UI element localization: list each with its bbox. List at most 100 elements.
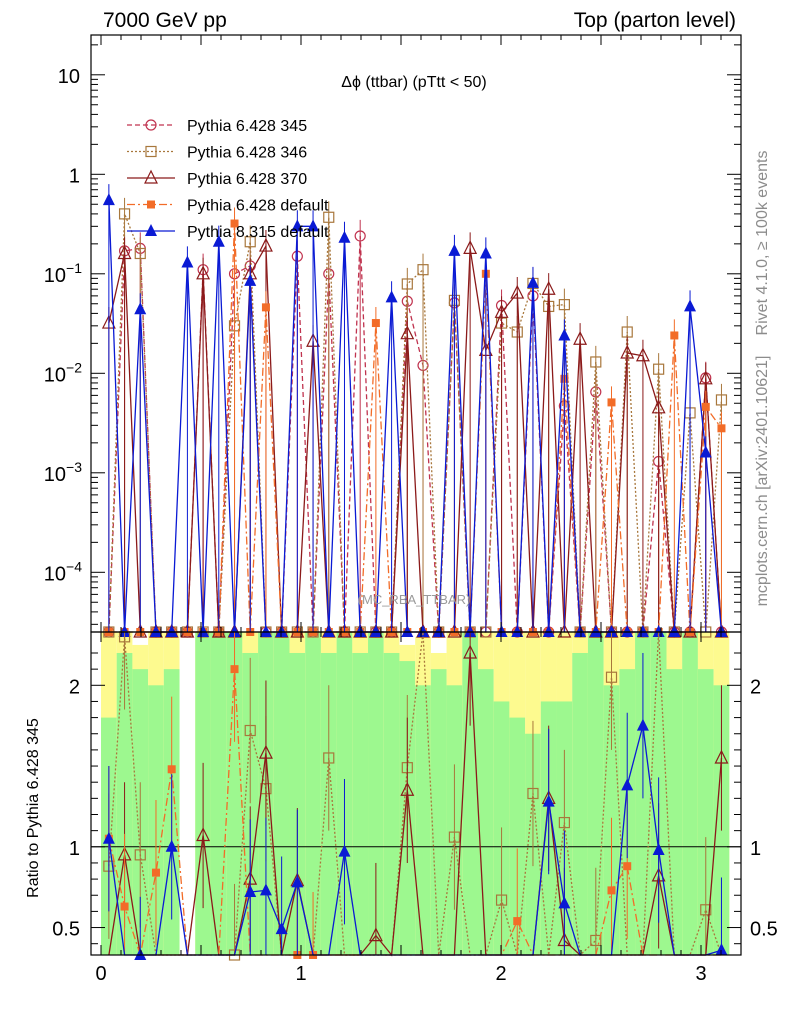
data-point <box>668 625 681 637</box>
ratio-y-tick-label: 2 <box>69 676 80 698</box>
data-point <box>369 625 382 637</box>
ratio-point <box>605 671 618 683</box>
data-point <box>196 265 211 280</box>
ratio-point <box>368 927 383 942</box>
mcplots-label: mcplots.cern.ch [arXiv:2401.10621] <box>754 356 771 607</box>
ratio-point <box>513 917 522 926</box>
data-point <box>149 625 162 637</box>
data-point <box>715 394 728 406</box>
data-point <box>400 325 415 340</box>
data-point <box>118 208 131 220</box>
data-point <box>574 625 587 637</box>
ratio-point <box>463 644 478 659</box>
ratio-y-tick-label-right: 1 <box>750 838 761 860</box>
data-point <box>230 219 239 228</box>
data-point <box>401 625 414 637</box>
ratio-band-green <box>415 685 431 955</box>
data-point <box>652 625 665 637</box>
ratio-band-green <box>666 669 683 955</box>
ratio-band-green <box>430 669 447 955</box>
analysis-watermark: (MC_RBA_TTBAR) <box>358 592 471 607</box>
y-tick-label: 10−1 <box>44 260 82 287</box>
ratio-point <box>623 862 632 871</box>
x-tick-label: 3 <box>695 963 706 985</box>
ratio-uncertainty-bands <box>91 632 741 955</box>
data-point <box>448 243 461 256</box>
data-point <box>510 284 525 299</box>
ratio-point <box>652 843 665 856</box>
y-tick-label: 10−3 <box>44 459 82 486</box>
ratio-point <box>244 885 257 898</box>
ratio-point <box>291 875 304 888</box>
y-tick-label: 10−4 <box>44 558 82 585</box>
ratio-band-green <box>462 632 478 955</box>
data-point <box>651 399 666 414</box>
ratio-point <box>714 749 729 764</box>
ratio-point <box>607 886 616 895</box>
x-tick-label: 1 <box>295 963 306 985</box>
data-point <box>589 625 602 637</box>
ratio-point <box>558 896 571 909</box>
data-point <box>463 240 478 255</box>
y-tick-label: 1 <box>69 165 80 187</box>
ratio-band-green <box>383 652 400 955</box>
ratio-point <box>700 904 712 916</box>
ratio-point <box>165 839 178 852</box>
ratio-point <box>258 744 273 759</box>
x-tick-label: 2 <box>495 963 506 985</box>
data-point <box>338 230 351 243</box>
legend-entry: Pythia 6.428 370 <box>127 169 307 188</box>
data-point <box>635 347 650 362</box>
data-point <box>432 625 445 637</box>
data-point <box>590 356 602 368</box>
data-point <box>495 625 508 637</box>
ratio-band-green <box>305 632 321 955</box>
ratio-point <box>196 827 211 842</box>
data-point <box>275 625 288 637</box>
ratio-band-green <box>572 652 588 955</box>
data-point <box>653 363 665 375</box>
y-tick-label: 10−2 <box>44 359 82 386</box>
ratio-point <box>527 787 539 800</box>
main-series-layer <box>101 184 729 638</box>
legend-label: Pythia 6.428 345 <box>187 118 307 135</box>
ratio-point <box>590 934 602 947</box>
series-pythia-6-428-370 <box>101 230 729 638</box>
data-point <box>636 625 649 637</box>
y-tick-label: 10 <box>58 66 80 88</box>
data-point <box>354 625 367 637</box>
data-point <box>228 625 241 637</box>
legend-entry: Pythia 6.428 345 <box>127 118 307 135</box>
legend-marker <box>145 224 157 236</box>
ratio-point <box>542 794 555 807</box>
data-point <box>258 237 273 252</box>
data-point <box>181 255 194 268</box>
data-point <box>684 299 697 312</box>
chart-title: Δϕ (ttbar) (pTtt < 50) <box>341 74 486 91</box>
data-point <box>117 245 132 260</box>
data-point <box>261 303 270 312</box>
ratio-point <box>120 902 129 911</box>
data-point <box>526 275 539 288</box>
data-point <box>621 625 634 637</box>
data-point <box>134 247 146 260</box>
data-point <box>322 625 335 637</box>
ratio-y-tick-label-right: 0.5 <box>750 919 778 941</box>
data-point <box>542 625 555 637</box>
ratio-point <box>151 868 160 877</box>
data-point <box>699 445 712 458</box>
data-point <box>605 625 618 637</box>
rivet-label: Rivet 4.1.0, ≥ 100k events <box>754 151 771 336</box>
legend-marker <box>144 169 158 184</box>
ratio-point <box>448 831 461 843</box>
ratio-point <box>244 724 256 737</box>
legend-entry: Pythia 6.428 default <box>127 198 329 215</box>
data-point <box>212 234 225 247</box>
data-point <box>698 370 713 385</box>
legend-marker <box>147 200 155 209</box>
ratio-band-green <box>682 632 698 955</box>
legend-label: Pythia 6.428 370 <box>187 171 307 188</box>
data-point <box>541 280 556 295</box>
data-point <box>511 625 524 637</box>
data-point <box>417 264 429 276</box>
